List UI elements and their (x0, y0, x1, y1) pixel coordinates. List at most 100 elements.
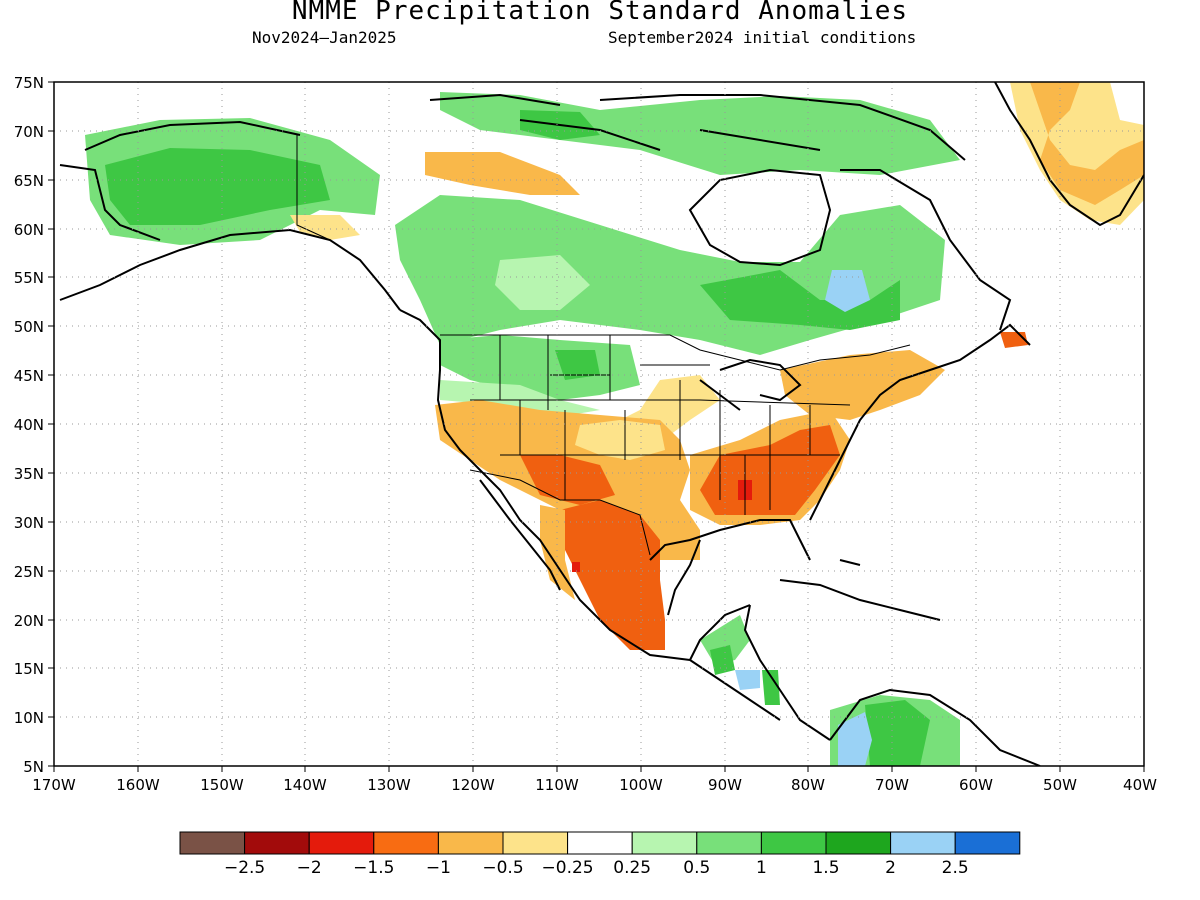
gulf-coast (649, 519, 811, 661)
colorbar-label: 1.5 (812, 858, 839, 878)
lat-label: 10N (14, 709, 44, 727)
honduras-very-wet (735, 670, 760, 690)
caribbean-islands (779, 559, 941, 621)
colorbar-label: 2.5 (942, 858, 969, 878)
colorbar-swatch (760, 831, 827, 855)
map-title: NMME Precipitation Standard Anomalies (291, 0, 909, 26)
colorbar-swatch (244, 831, 310, 855)
colorbar-swatch (502, 831, 569, 855)
quebec-wet-strong (700, 270, 900, 330)
borders (296, 135, 911, 556)
colorbar-swatch (373, 831, 439, 855)
central-america-coast (689, 604, 831, 741)
south-america-wet-strong (865, 700, 930, 766)
lon-label: 120W (451, 776, 495, 794)
colorbar: −2.5 −2 −1.5 −1 −0.5 −0.25 0.25 0.5 1 1.5 2 2.5 (179, 831, 1021, 878)
colorbar-label: 1 (756, 858, 767, 878)
colorbar-swatch (825, 831, 892, 855)
lat-label: 50N (14, 318, 44, 336)
central-america-wet-strong (710, 645, 735, 675)
southwest-dry-strong (520, 455, 615, 505)
colombia-very-wet (838, 712, 872, 766)
mexico-extreme-dry (572, 562, 580, 572)
quebec-very-wet (825, 270, 870, 312)
lon-label: 100W (619, 776, 663, 794)
colorbar-label: −2 (297, 858, 322, 878)
state-borders (470, 335, 851, 515)
anomaly-shading (85, 82, 1144, 766)
nicaragua-wet-strong (762, 670, 780, 705)
colorbar-label: 0.25 (613, 858, 651, 878)
colorbar-label: 2 (885, 858, 896, 878)
colorbar-swatch (890, 831, 956, 855)
us-mexico-border (469, 469, 651, 556)
lat-label: 55N (14, 269, 44, 287)
lat-label: 70N (14, 123, 44, 141)
mexico-dry-strong (560, 500, 665, 650)
initial-conditions: September2024 initial conditions (608, 28, 917, 47)
lat-label: 30N (14, 514, 44, 532)
coastlines (59, 82, 1144, 766)
yukon-dry-region (425, 152, 580, 195)
lon-label: 40W (1123, 776, 1157, 794)
plains-wet-weak (440, 380, 600, 415)
lon-label: 130W (367, 776, 411, 794)
lat-label: 15N (14, 660, 44, 678)
lat-label: 65N (14, 172, 44, 190)
baja-coast (479, 479, 561, 591)
west-dry-weak (575, 420, 665, 460)
plains-wet-strong (555, 350, 600, 380)
colorbar-swatch (567, 831, 633, 855)
lon-label: 160W (116, 776, 160, 794)
hudson-bay (688, 168, 832, 267)
colorbar-swatch (179, 831, 246, 855)
lat-label: 75N (14, 74, 44, 92)
greenland-coast (994, 82, 1144, 227)
colorbar-label: −0.5 (482, 858, 523, 878)
gridlines (54, 82, 1144, 766)
lat-label: 60N (14, 221, 44, 239)
longitude-labels: 170W 160W 150W 140W 130W 120W 110W 100W … (32, 776, 1157, 794)
tick-marks (48, 81, 1145, 772)
alaska-canada-border (296, 135, 331, 241)
colorbar-swatch (696, 831, 762, 855)
lat-label: 35N (14, 465, 44, 483)
south-america-coast (829, 688, 1041, 766)
alaska-coastline (59, 120, 401, 311)
east-coast (809, 323, 1031, 521)
lat-label: 20N (14, 612, 44, 630)
lon-label: 70W (875, 776, 909, 794)
lon-label: 110W (535, 776, 579, 794)
arctic-islands (429, 93, 966, 161)
forecast-period: Nov2024–Jan2025 (252, 28, 397, 47)
lon-label: 150W (200, 776, 244, 794)
us-canada-border (440, 334, 911, 371)
lat-label: 40N (14, 416, 44, 434)
greenland-dry-region (1030, 82, 1144, 205)
lat-label: 45N (14, 367, 44, 385)
lon-label: 80W (791, 776, 825, 794)
lon-label: 170W (32, 776, 76, 794)
lat-label: 5N (23, 758, 44, 776)
mexico-dry-region (540, 505, 575, 600)
colorbar-label: 0.5 (683, 858, 710, 878)
colorbar-label: −1.5 (353, 858, 394, 878)
lon-label: 90W (708, 776, 742, 794)
canada-wet-weak (495, 255, 590, 310)
colorbar-label: −1 (426, 858, 451, 878)
colorbar-swatch (437, 831, 504, 855)
lon-label: 50W (1043, 776, 1077, 794)
lon-label: 60W (959, 776, 993, 794)
alaska-strong-wet (105, 148, 330, 225)
colorbar-label: −0.25 (542, 858, 594, 878)
yukon-dry-weak (290, 215, 360, 240)
west-coast (399, 309, 691, 661)
labrador-coast (840, 169, 1012, 331)
colorbar-swatch (631, 831, 698, 855)
colorbar-label: −2.5 (224, 858, 265, 878)
lon-label: 140W (283, 776, 327, 794)
northeast-dry-region (780, 350, 945, 420)
lat-label: 25N (14, 563, 44, 581)
colorbar-swatch (954, 831, 1021, 855)
